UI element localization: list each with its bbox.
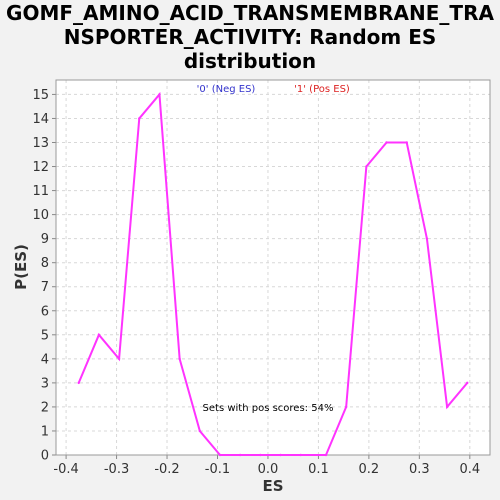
y-tick-label: 15 [32,88,49,103]
y-tick-label: 9 [41,232,49,247]
y-tick-label: 1 [41,424,49,439]
legend-item-pos-es: '1' (Pos ES) [294,84,350,95]
x-tick-label: 0.2 [359,462,380,477]
y-tick-label: 4 [41,352,49,367]
x-tick-label: 0.4 [459,462,480,477]
data-point [97,333,101,337]
data-point [445,405,449,409]
y-tick-label: 13 [32,136,49,151]
data-point [299,453,302,457]
data-point [158,93,161,96]
data-point [198,429,202,433]
es-distribution-line [77,91,469,456]
chart-title-line-3: distribution [184,49,316,73]
y-tick-label: 3 [41,376,49,391]
series-layer [77,91,469,457]
y-tick-label: 5 [41,328,49,343]
data-point [178,357,181,361]
y-tick-label: 14 [32,112,49,127]
data-point [365,165,368,168]
plot-area [56,80,490,455]
y-tick-label: 11 [32,184,49,199]
data-point [77,381,80,385]
y-tick-label: 6 [41,304,49,319]
legend: '0' (Neg ES) '1' (Pos ES) [197,84,350,95]
x-tick-label: -0.2 [154,462,179,477]
data-point [218,453,222,457]
data-point [138,117,141,120]
chart-title: GOMF_AMINO_ACID_TRANSMEMBRANE_TRA NSPORT… [6,1,494,73]
y-tick-label: 2 [41,400,49,415]
data-point [259,453,262,457]
chart-title-line-2: NSPORTER_ACTIVITY: Random ES [64,25,437,49]
data-point [238,453,242,457]
x-tick-label: 0.0 [258,462,279,477]
data-point [466,381,469,385]
x-tick-label: -0.4 [53,462,78,477]
y-tick-label: 0 [41,449,49,464]
y-tick-label: 8 [41,256,49,271]
data-point [344,405,348,409]
legend-item-neg-es: '0' (Neg ES) [197,84,256,95]
x-axis-label: ES [262,477,283,495]
y-tick-label: 12 [32,160,49,175]
y-tick-label: 7 [41,280,49,295]
data-point [385,141,388,144]
y-axis-label: P(ES) [12,244,30,290]
data-point [405,141,408,144]
chart-title-line-1: GOMF_AMINO_ACID_TRANSMEMBRANE_TRA [6,1,494,25]
x-tick-label: 0.1 [308,462,329,477]
data-point [279,453,282,457]
axes: -0.4 -0.3 -0.2 -0.1 0.0 0.1 0.2 0.3 0.4012345678… [32,79,491,477]
x-tick-label: 0.3 [409,462,430,477]
data-point [117,357,121,361]
data-point [425,237,429,240]
y-tick-label: 10 [32,208,49,223]
x-tick-label: -0.3 [104,462,129,477]
x-tick-label: -0.1 [205,462,230,477]
data-point [324,453,328,457]
pos-scores-annotation: Sets with pos scores: 54% [203,403,334,414]
